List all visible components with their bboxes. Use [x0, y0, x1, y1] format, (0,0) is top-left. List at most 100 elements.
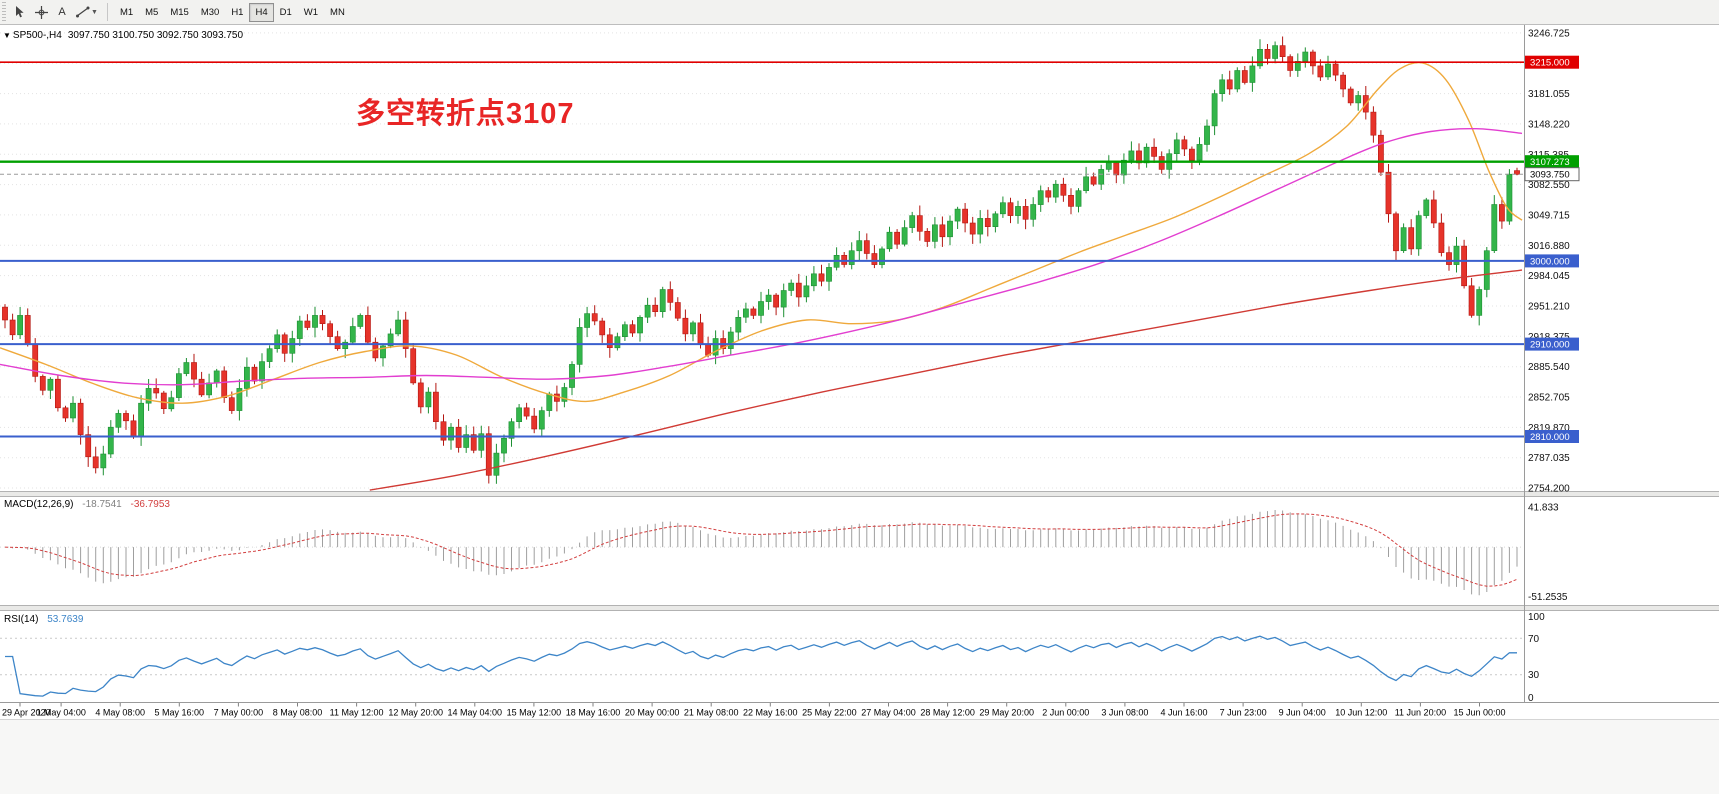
svg-text:2819.870: 2819.870	[1528, 423, 1570, 434]
svg-text:11 May 12:00: 11 May 12:00	[330, 708, 384, 718]
svg-text:-51.2535: -51.2535	[1528, 592, 1568, 603]
svg-text:5 May 16:00: 5 May 16:00	[155, 708, 205, 718]
macd-label: MACD(12,26,9) -18.7541 -36.7953	[4, 499, 170, 510]
shapes-tool-button[interactable]: ▼	[73, 2, 101, 22]
chart-annotation-text[interactable]: 多空转折点3107	[356, 98, 575, 130]
svg-text:41.833: 41.833	[1528, 502, 1559, 513]
ma-mid-magenta	[0, 127, 1523, 386]
price-axis[interactable]	[1524, 25, 1719, 703]
timeframe-button-mn[interactable]: MN	[324, 3, 351, 22]
svg-text:2754.200: 2754.200	[1528, 484, 1570, 495]
price-badge-3107.273	[1525, 155, 1579, 169]
svg-text:30: 30	[1528, 670, 1540, 681]
timeframe-button-d1[interactable]: D1	[274, 3, 298, 22]
crosshair-icon	[34, 5, 48, 19]
svg-text:2910.000: 2910.000	[1530, 340, 1570, 351]
svg-text:3049.715: 3049.715	[1528, 210, 1570, 221]
rsi-name: RSI(14)	[4, 614, 39, 625]
macd-signal-value: -36.7953	[130, 499, 170, 510]
svg-text:10 Jun 12:00: 10 Jun 12:00	[1335, 708, 1387, 718]
timeframe-button-m1[interactable]: M1	[114, 3, 139, 22]
svg-text:2787.035: 2787.035	[1528, 453, 1570, 464]
ma-fast-orange	[0, 61, 1523, 404]
svg-text:2885.540: 2885.540	[1528, 362, 1570, 373]
svg-text:3107.273: 3107.273	[1530, 157, 1570, 168]
svg-text:7 Jun 23:00: 7 Jun 23:00	[1220, 708, 1267, 718]
svg-text:29 May 20:00: 29 May 20:00	[979, 708, 1034, 718]
svg-text:2951.210: 2951.210	[1528, 301, 1570, 312]
chart-symbol-period: SP500-,H4	[12, 30, 62, 41]
rsi-line	[5, 635, 1517, 697]
cursor-icon	[15, 5, 26, 19]
svg-text:28 May 12:00: 28 May 12:00	[920, 708, 975, 718]
macd-histogram	[12, 510, 1518, 596]
text-tool-button[interactable]: A	[52, 2, 72, 22]
pane-separator[interactable]	[0, 491, 1719, 497]
rsi-value: 53.7639	[47, 614, 84, 625]
svg-text:0: 0	[1528, 693, 1534, 704]
svg-text:3246.725: 3246.725	[1528, 28, 1570, 39]
chart-marker-icon: ▼	[3, 31, 11, 40]
ma-slow-red	[369, 269, 1523, 491]
time-axis[interactable]	[0, 703, 1524, 719]
timeframe-button-m15[interactable]: M15	[164, 3, 194, 22]
chart-ohlc-values: 3097.750 3100.750 3092.750 3093.750	[67, 30, 244, 41]
svg-text:3000.000: 3000.000	[1530, 256, 1570, 267]
svg-text:4 Jun 16:00: 4 Jun 16:00	[1160, 708, 1207, 718]
svg-text:2 Jun 00:00: 2 Jun 00:00	[1042, 708, 1089, 718]
svg-text:3 Jun 08:00: 3 Jun 08:00	[1101, 708, 1148, 718]
price-badge-3000.000	[1525, 254, 1579, 268]
macd-signal-line	[4, 513, 1518, 587]
svg-text:2918.375: 2918.375	[1528, 332, 1570, 343]
timeframe-button-m30[interactable]: M30	[195, 3, 225, 22]
grid-lines	[0, 32, 1522, 489]
svg-text:3181.055: 3181.055	[1528, 89, 1570, 100]
svg-text:3093.750: 3093.750	[1530, 170, 1570, 181]
svg-text:27 May 04:00: 27 May 04:00	[861, 708, 916, 718]
price-badge-2910.000	[1525, 337, 1579, 351]
svg-text:3016.880: 3016.880	[1528, 241, 1570, 252]
svg-text:20 May 00:00: 20 May 00:00	[625, 708, 680, 718]
svg-text:3148.220: 3148.220	[1528, 119, 1570, 130]
timeframe-button-m5[interactable]: M5	[139, 3, 164, 22]
pane-separator[interactable]	[0, 605, 1719, 611]
svg-text:70: 70	[1528, 634, 1540, 645]
svg-text:9 Jun 04:00: 9 Jun 04:00	[1279, 708, 1326, 718]
svg-text:15 Jun 00:00: 15 Jun 00:00	[1453, 708, 1505, 718]
timeframe-group: M1 M5 M15 M30 H1 H4 D1 W1 MN	[114, 2, 351, 22]
trendline-icon	[76, 6, 90, 18]
bottom-blank-area	[0, 719, 1719, 794]
macd-name: MACD(12,26,9)	[4, 499, 74, 510]
svg-text:15 May 12:00: 15 May 12:00	[507, 708, 562, 718]
timeframe-button-h4[interactable]: H4	[249, 2, 274, 22]
svg-text:12 May 20:00: 12 May 20:00	[388, 708, 443, 718]
candlesticks	[2, 36, 1520, 484]
cursor-tool-button[interactable]	[10, 2, 30, 22]
svg-text:21 May 08:00: 21 May 08:00	[684, 708, 739, 718]
chart-header: ▼ SP500-,H4 3097.750 3100.750 3092.750 309…	[3, 30, 243, 41]
timeframe-button-h1[interactable]: H1	[225, 3, 249, 22]
chevron-down-icon: ▼	[91, 8, 98, 16]
svg-text:100: 100	[1528, 612, 1545, 623]
crosshair-tool-button[interactable]	[31, 2, 51, 22]
svg-text:29 Apr 2020: 29 Apr 2020	[2, 708, 51, 718]
svg-text:4 May 08:00: 4 May 08:00	[95, 708, 145, 718]
svg-text:8 May 08:00: 8 May 08:00	[273, 708, 323, 718]
svg-text:14 May 04:00: 14 May 04:00	[448, 708, 503, 718]
toolbar-separator	[106, 3, 108, 21]
price-badge-3093.750	[1524, 167, 1580, 182]
svg-text:25 May 22:00: 25 May 22:00	[802, 708, 857, 718]
svg-text:7 May 00:00: 7 May 00:00	[214, 708, 264, 718]
svg-text:2810.000: 2810.000	[1530, 432, 1570, 443]
svg-text:3215.000: 3215.000	[1530, 58, 1570, 69]
svg-text:2984.045: 2984.045	[1528, 271, 1570, 282]
toolbar: A ▼ M1 M5 M15 M30 H1 H4 D1 W1 MN	[0, 0, 1719, 25]
timeframe-button-w1[interactable]: W1	[298, 3, 324, 22]
svg-text:3082.550: 3082.550	[1528, 180, 1570, 191]
svg-text:2852.705: 2852.705	[1528, 393, 1570, 404]
toolbar-grip[interactable]	[2, 2, 6, 22]
price-badge-3215.000	[1525, 55, 1579, 69]
macd-main-value: -18.7541	[82, 499, 122, 510]
